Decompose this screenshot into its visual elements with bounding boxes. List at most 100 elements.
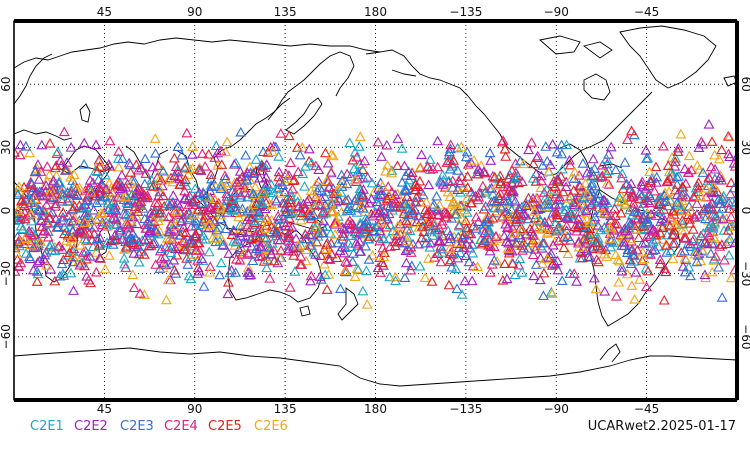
occultation-marker <box>96 208 108 219</box>
occultation-marker <box>568 199 580 210</box>
occultation-marker <box>205 169 217 179</box>
occultation-marker <box>638 212 649 222</box>
occultation-marker <box>527 237 539 248</box>
occultation-marker <box>640 237 651 247</box>
occultation-marker <box>168 220 180 231</box>
occultation-marker <box>689 248 701 259</box>
occultation-marker <box>571 276 583 286</box>
occultation-marker <box>533 222 545 233</box>
occultation-marker <box>509 195 521 206</box>
occultation-marker <box>149 205 161 215</box>
occultation-marker <box>155 174 167 185</box>
occultation-marker <box>564 154 575 165</box>
occultation-marker <box>506 204 518 215</box>
occultation-marker <box>33 238 45 249</box>
occultation-marker <box>171 205 183 216</box>
occultation-marker <box>228 159 240 169</box>
occultation-marker <box>522 242 534 253</box>
occultation-marker <box>240 231 252 242</box>
occultation-marker <box>401 184 412 195</box>
occultation-marker <box>25 178 37 188</box>
occultation-marker <box>537 290 549 300</box>
occultation-marker <box>265 179 277 189</box>
occultation-marker <box>417 189 429 200</box>
occultation-marker <box>308 246 320 257</box>
occultation-marker <box>556 275 568 286</box>
occultation-marker <box>155 253 167 263</box>
occultation-marker <box>215 209 227 220</box>
occultation-marker <box>294 259 306 269</box>
occultation-marker <box>435 256 447 267</box>
occultation-marker <box>270 141 282 152</box>
occultation-marker <box>367 249 379 260</box>
coast-antarctica <box>14 347 737 387</box>
occultation-marker <box>119 191 131 202</box>
occultation-marker <box>317 227 329 238</box>
occultation-marker <box>306 224 318 235</box>
occultation-marker <box>196 253 208 263</box>
occultation-marker <box>661 239 673 250</box>
occultation-marker <box>244 174 256 185</box>
occultation-marker <box>429 252 440 262</box>
occultation-marker <box>266 248 277 259</box>
occultation-marker <box>714 241 726 251</box>
occultation-marker <box>551 207 563 218</box>
occultation-marker <box>526 225 538 236</box>
occultation-marker <box>514 253 526 264</box>
occultation-marker <box>317 207 329 217</box>
occultation-marker <box>117 153 128 163</box>
bottom-lon-label: 135 <box>274 402 297 416</box>
occultation-marker <box>71 189 83 199</box>
occultation-marker <box>614 255 625 266</box>
occultation-marker <box>510 171 522 182</box>
occultation-marker <box>635 223 647 234</box>
occultation-marker <box>425 237 437 248</box>
occultation-marker <box>378 251 390 261</box>
occultation-marker <box>125 214 137 225</box>
occultation-marker <box>153 225 165 236</box>
occultation-marker <box>716 292 728 302</box>
occultation-marker <box>185 251 196 262</box>
occultation-marker <box>613 192 625 202</box>
occultation-marker <box>568 184 580 195</box>
occultation-marker <box>359 155 371 166</box>
occultation-marker <box>558 242 570 253</box>
occultation-marker <box>484 225 496 235</box>
occultation-marker <box>645 249 656 259</box>
occultation-marker <box>603 165 615 175</box>
occultation-marker <box>172 198 184 208</box>
coast-alaska <box>365 49 469 97</box>
occultation-marker <box>571 222 583 233</box>
occultation-marker <box>705 248 717 258</box>
occultation-marker <box>716 239 728 249</box>
left-lat-label: 0 <box>0 207 13 215</box>
occultation-marker <box>584 189 596 200</box>
occultation-marker <box>405 170 417 180</box>
occultation-marker <box>181 244 192 255</box>
occultation-marker <box>635 203 647 214</box>
occultation-marker <box>200 233 212 244</box>
occultation-marker <box>192 237 204 248</box>
occultation-marker <box>349 271 361 282</box>
occultation-marker <box>638 253 650 264</box>
occultation-marker <box>20 140 32 151</box>
occultation-marker <box>35 236 46 247</box>
occultation-marker <box>468 154 480 165</box>
occultation-marker <box>145 180 157 190</box>
occultation-marker <box>272 257 284 268</box>
axis-labels: 45 90 135 180 −135 −90 −45 45 90 135 180 −135 −90 −45… <box>0 5 750 416</box>
occultation-marker <box>306 157 317 168</box>
occultation-marker <box>684 238 696 249</box>
occultation-marker <box>678 232 690 242</box>
occultation-marker <box>675 247 687 257</box>
occultation-marker <box>203 222 215 233</box>
occultation-marker <box>515 212 526 223</box>
occultation-marker <box>26 215 37 226</box>
occultation-marker <box>601 251 613 261</box>
occultation-marker <box>443 146 455 157</box>
occultation-marker <box>585 199 597 210</box>
occultation-marker <box>75 226 87 236</box>
occultation-marker <box>24 194 36 204</box>
occultation-marker <box>62 187 74 197</box>
occultation-marker <box>488 195 500 206</box>
